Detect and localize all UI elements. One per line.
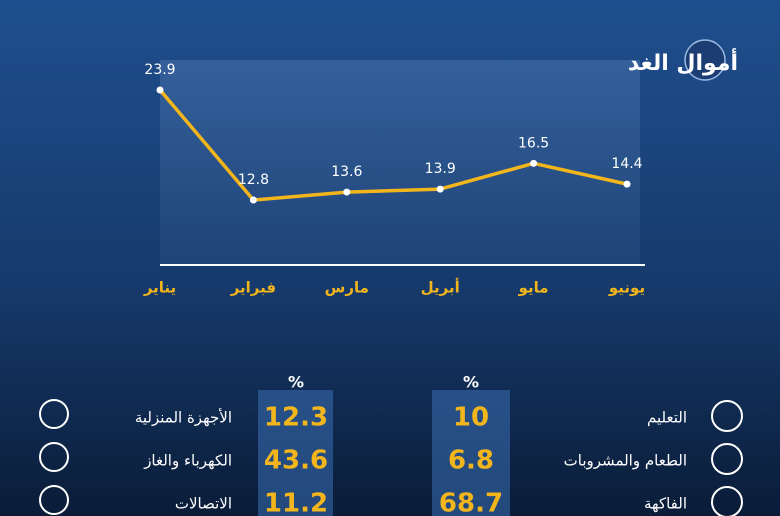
value-label: 13.6 xyxy=(331,164,362,180)
value-label: 23.9 xyxy=(144,62,175,78)
row-value: 12.3 xyxy=(264,403,328,433)
table: التعليم 10 الطعام والمشروبات 6.8 الفاكهة 68.7… xyxy=(39,399,743,516)
value-label: 16.5 xyxy=(518,135,549,151)
row-label: الاتصالات xyxy=(175,495,232,513)
data-point xyxy=(156,86,164,94)
data-point xyxy=(436,185,444,193)
value-column-bg xyxy=(258,390,333,516)
logo: أموال الغد xyxy=(628,39,738,81)
x-tick-label: فبراير xyxy=(230,279,276,297)
row-icon xyxy=(711,400,743,432)
logo-circle xyxy=(684,39,726,81)
value-label: 12.8 xyxy=(238,172,269,188)
row-value: 6.8 xyxy=(448,446,494,476)
x-tick-label: أبريل xyxy=(421,278,460,297)
row-value: 43.6 xyxy=(264,446,328,476)
row-label: الفاكهة xyxy=(644,495,687,513)
x-tick-label: مارس xyxy=(325,279,369,297)
x-tick-label: يونيو xyxy=(608,279,645,297)
line-chart: 23.9 يناير 12.8 فبراير 13.6 مارس 13.9 أبريل 16.5… xyxy=(143,62,645,297)
data-point xyxy=(530,159,538,167)
row-icon xyxy=(711,443,743,475)
x-tick-label: مايو xyxy=(518,279,549,297)
data-point xyxy=(249,196,257,204)
data-line xyxy=(158,88,628,202)
row-label: الكهرباء والغاز xyxy=(143,452,232,470)
value-label: 13.9 xyxy=(425,161,456,177)
unit-header: % xyxy=(288,373,304,392)
row-value: 10 xyxy=(453,403,489,433)
row-icon xyxy=(39,485,69,515)
row-value: 11.2 xyxy=(264,489,328,516)
row-icon xyxy=(39,442,69,472)
data-point xyxy=(623,180,631,188)
row-label: الأجهزة المنزلية xyxy=(135,408,232,427)
row-label: التعليم xyxy=(647,409,687,427)
row-value: 68.7 xyxy=(439,489,503,516)
unit-header: % xyxy=(463,373,479,392)
value-label: 14.4 xyxy=(611,156,642,172)
plot-shade xyxy=(160,60,640,265)
x-tick-label: يناير xyxy=(143,279,176,297)
row-label: الطعام والمشروبات xyxy=(564,452,687,470)
logo-text: أموال الغد xyxy=(628,47,738,76)
value-column-bg xyxy=(432,390,510,516)
data-point xyxy=(343,188,351,196)
row-icon xyxy=(711,486,743,516)
row-icon xyxy=(39,399,69,429)
